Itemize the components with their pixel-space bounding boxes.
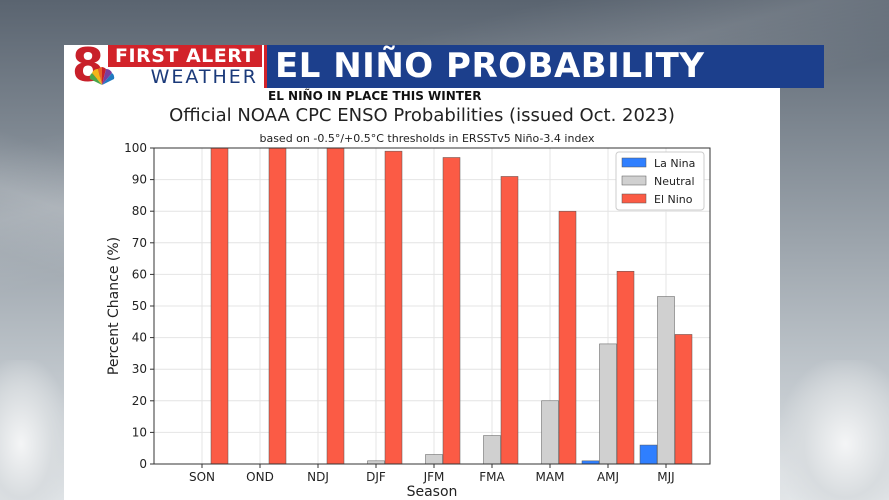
y-tick-label: 0 xyxy=(139,457,147,471)
y-ticks: 0 10 20 30 40 50 60 70 80 90 100 xyxy=(124,141,154,471)
peacock-icon xyxy=(89,67,115,85)
x-axis-label: Season xyxy=(407,484,458,500)
y-tick-label: 70 xyxy=(132,236,147,250)
y-tick-label: 20 xyxy=(132,394,147,408)
bar-el-nino-mam xyxy=(558,210,577,465)
legend-label: Neutral xyxy=(654,175,695,188)
cloud-decoration-left xyxy=(0,360,70,500)
bar-neutral-fma xyxy=(483,435,501,465)
bar-neutral-jfm xyxy=(425,454,443,465)
first-alert-label: FIRST ALERT xyxy=(108,45,262,67)
y-tick-label: 60 xyxy=(132,267,147,281)
y-tick-label: 50 xyxy=(132,299,147,313)
bar-neutral-mjj xyxy=(657,296,675,465)
bar-el-nino-ndj xyxy=(326,147,345,465)
bar-el-nino-jfm xyxy=(442,157,461,465)
y-tick-label: 40 xyxy=(132,331,147,345)
bar-neutral-mam xyxy=(541,400,559,465)
banner-title: EL NIÑO PROBABILITY xyxy=(264,45,824,88)
banner-subhead: EL NIÑO IN PLACE THIS WINTER xyxy=(268,89,482,103)
legend-label: El Nino xyxy=(654,193,693,206)
x-tick-label: NDJ xyxy=(307,470,329,484)
x-ticks: SON OND NDJ DJF JFM FMA MAM AMJ MJJ xyxy=(189,464,675,484)
bar-el-nino-son xyxy=(210,147,229,465)
weather-label: WEATHER xyxy=(150,66,258,88)
bar-la-nina-mjj xyxy=(639,444,658,465)
bar-neutral-amj xyxy=(599,343,617,465)
x-tick-label: DJF xyxy=(366,470,386,484)
x-tick-label: MJJ xyxy=(657,470,674,484)
y-tick-label: 10 xyxy=(132,425,147,439)
legend-swatch-la-nina xyxy=(621,157,647,168)
x-tick-label: OND xyxy=(246,470,274,484)
y-tick-label: 80 xyxy=(132,204,147,218)
y-tick-label: 100 xyxy=(124,141,147,155)
title-banner: 8 FIRST ALERT WEATHER EL NIÑO PROBABILIT… xyxy=(64,41,824,89)
chart-subtitle: based on -0.5°/+0.5°C thresholds in ERSS… xyxy=(259,132,595,145)
x-tick-label: SON xyxy=(189,470,215,484)
legend: La Nina Neutral El Nino xyxy=(615,151,705,211)
x-tick-label: FMA xyxy=(479,470,505,484)
bar-el-nino-fma xyxy=(500,176,519,465)
y-tick-label: 30 xyxy=(132,362,147,376)
cloud-decoration-right xyxy=(780,360,889,500)
chart-title: Official NOAA CPC ENSO Probabilities (is… xyxy=(169,105,675,126)
legend-swatch-neutral xyxy=(621,175,647,186)
legend-label: La Nina xyxy=(654,157,695,170)
bar-el-nino-mjj xyxy=(674,334,693,465)
x-tick-label: MAM xyxy=(536,470,565,484)
grid xyxy=(154,148,710,464)
y-axis-label: Percent Chance (%) xyxy=(106,237,122,375)
y-tick-label: 90 xyxy=(132,173,147,187)
bars xyxy=(210,147,693,465)
bar-el-nino-djf xyxy=(384,150,403,465)
bar-el-nino-ond xyxy=(268,147,287,465)
legend-swatch-el-nino xyxy=(621,193,647,204)
bar-el-nino-amj xyxy=(616,270,635,465)
station-logo: 8 FIRST ALERT WEATHER xyxy=(64,41,264,89)
x-tick-label: JFM xyxy=(423,470,445,484)
x-tick-label: AMJ xyxy=(597,470,619,484)
